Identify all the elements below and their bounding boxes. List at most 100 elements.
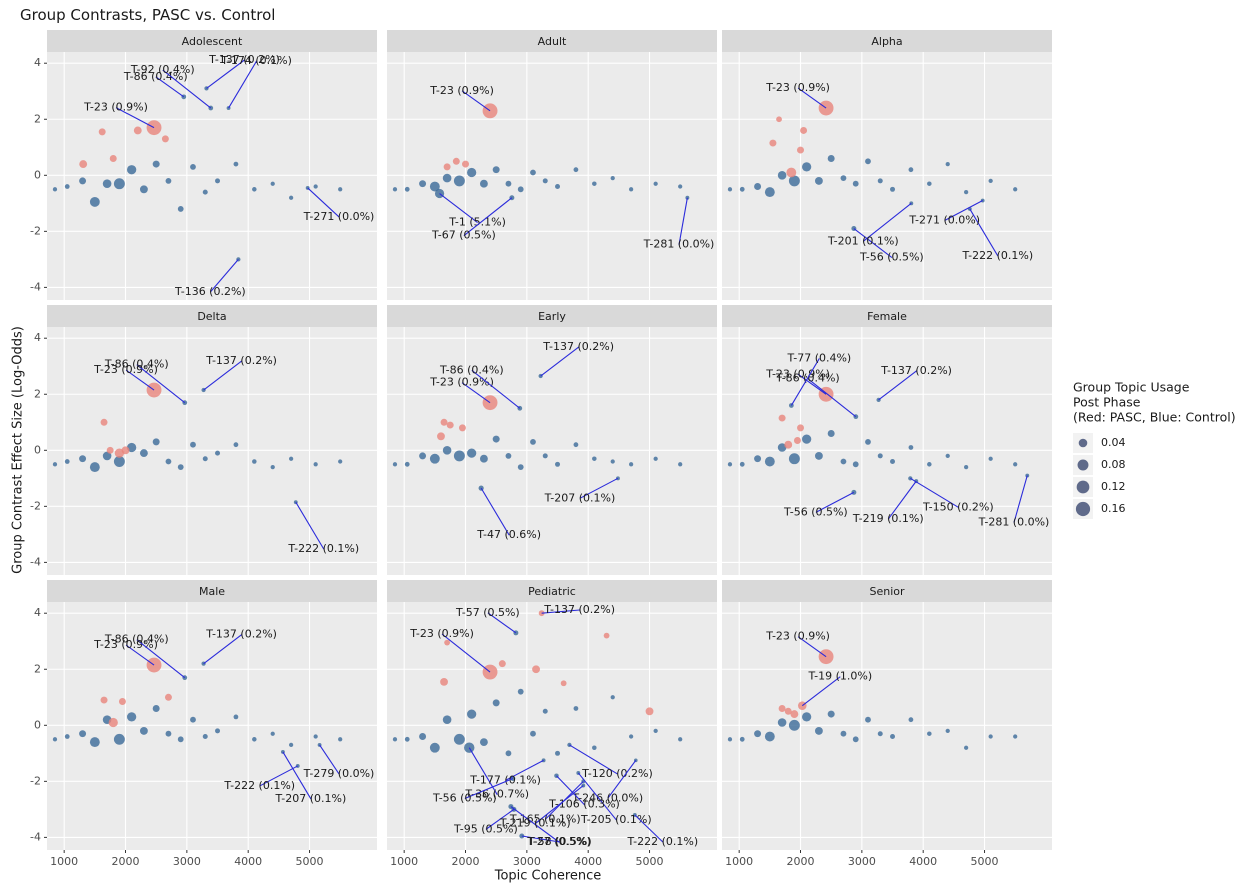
- point: [532, 665, 540, 674]
- point: [802, 712, 812, 722]
- leader-line: [203, 634, 242, 665]
- point: [827, 430, 835, 437]
- leader-line: [505, 759, 544, 781]
- point: [442, 715, 452, 724]
- point: [467, 709, 477, 719]
- y-axis-title: Group Contrast Effect Size (Log-Odds): [11, 326, 26, 574]
- point: [541, 758, 546, 763]
- point: [1013, 462, 1018, 467]
- annotation: T-86 (0.4%): [123, 70, 188, 83]
- point: [530, 730, 536, 737]
- strip-label: Adult: [538, 35, 567, 48]
- y-tick-label: 0: [34, 443, 41, 456]
- point: [313, 184, 318, 189]
- strip-label: Adolescent: [182, 35, 243, 48]
- x-tick-label: 3000: [848, 855, 876, 868]
- point: [517, 186, 524, 193]
- leader-line: [125, 644, 155, 666]
- annotation: T-47 (0.6%): [476, 528, 541, 541]
- point: [100, 418, 108, 426]
- legend-label: 0.08: [1101, 458, 1126, 471]
- point: [776, 116, 782, 123]
- leader-line: [910, 477, 959, 508]
- point: [202, 189, 208, 195]
- leader-line: [155, 76, 185, 98]
- annotation: T-201 (0.1%): [827, 234, 899, 247]
- point: [764, 731, 775, 742]
- point: [784, 707, 792, 715]
- y-tick-label: 4: [34, 56, 41, 69]
- leader-line: [540, 346, 579, 377]
- annotation: T-120 (0.2%): [581, 767, 653, 780]
- annotation: T-23 (0.9%): [93, 638, 158, 651]
- point: [127, 165, 137, 175]
- point: [877, 731, 883, 737]
- point: [603, 632, 610, 639]
- point: [988, 456, 993, 461]
- point: [404, 461, 410, 467]
- annotation: T-137 (0.2%): [542, 340, 614, 353]
- point: [190, 441, 196, 448]
- point: [467, 167, 477, 178]
- point: [64, 734, 70, 739]
- leader-line: [136, 364, 186, 404]
- point: [784, 440, 793, 449]
- leader-line: [307, 187, 340, 218]
- point: [573, 706, 579, 711]
- point: [890, 459, 896, 464]
- panel-background: [722, 602, 1052, 850]
- point: [437, 432, 445, 441]
- point: [492, 166, 500, 174]
- panel-background: [722, 327, 1052, 575]
- strip: [722, 305, 1052, 327]
- annotation: T-19 (1.0%): [807, 670, 872, 683]
- point: [592, 181, 597, 186]
- annotation: T-174 (0.1%): [220, 54, 292, 67]
- panel-background: [47, 602, 377, 850]
- point: [778, 705, 786, 712]
- point: [270, 181, 275, 186]
- point: [252, 459, 257, 464]
- point: [52, 187, 58, 192]
- annotation: T-1 (5.1%): [448, 216, 506, 229]
- strip-label: Pediatric: [528, 585, 576, 598]
- leader-line: [797, 373, 827, 395]
- x-tick-label: 1000: [390, 855, 418, 868]
- point: [102, 451, 112, 461]
- annotation: T-246 (0.0%): [571, 791, 643, 804]
- leader-line: [634, 814, 664, 843]
- point: [555, 461, 561, 467]
- leader-line: [577, 772, 617, 821]
- point: [139, 185, 148, 194]
- point: [945, 161, 950, 167]
- y-tick-label: 2: [34, 112, 41, 125]
- point: [788, 719, 800, 731]
- point: [89, 462, 100, 473]
- panel-background: [47, 52, 377, 300]
- leader-line: [807, 378, 857, 418]
- point: [786, 167, 797, 178]
- y-tick-label: -2: [30, 224, 41, 237]
- point: [443, 163, 451, 171]
- point: [739, 736, 745, 742]
- point: [877, 453, 883, 459]
- strip-label: Senior: [869, 585, 905, 598]
- point: [865, 438, 871, 445]
- x-tick-label: 4000: [574, 855, 602, 868]
- point: [109, 155, 117, 162]
- panel-background: [387, 327, 717, 575]
- leader-line: [579, 477, 619, 499]
- annotation: T-281 (0.0%): [978, 516, 1050, 529]
- annotation: T-86 (0.4%): [439, 363, 504, 376]
- point: [419, 180, 427, 188]
- point: [289, 742, 294, 748]
- leader-line: [162, 69, 212, 109]
- point: [739, 186, 745, 192]
- strip: [387, 580, 717, 602]
- leader-line: [487, 612, 517, 634]
- point: [233, 442, 239, 448]
- annotation: T-92 (0.4%): [130, 63, 195, 76]
- leader-line: [441, 633, 491, 673]
- leader-line: [1013, 475, 1028, 523]
- point: [444, 639, 451, 646]
